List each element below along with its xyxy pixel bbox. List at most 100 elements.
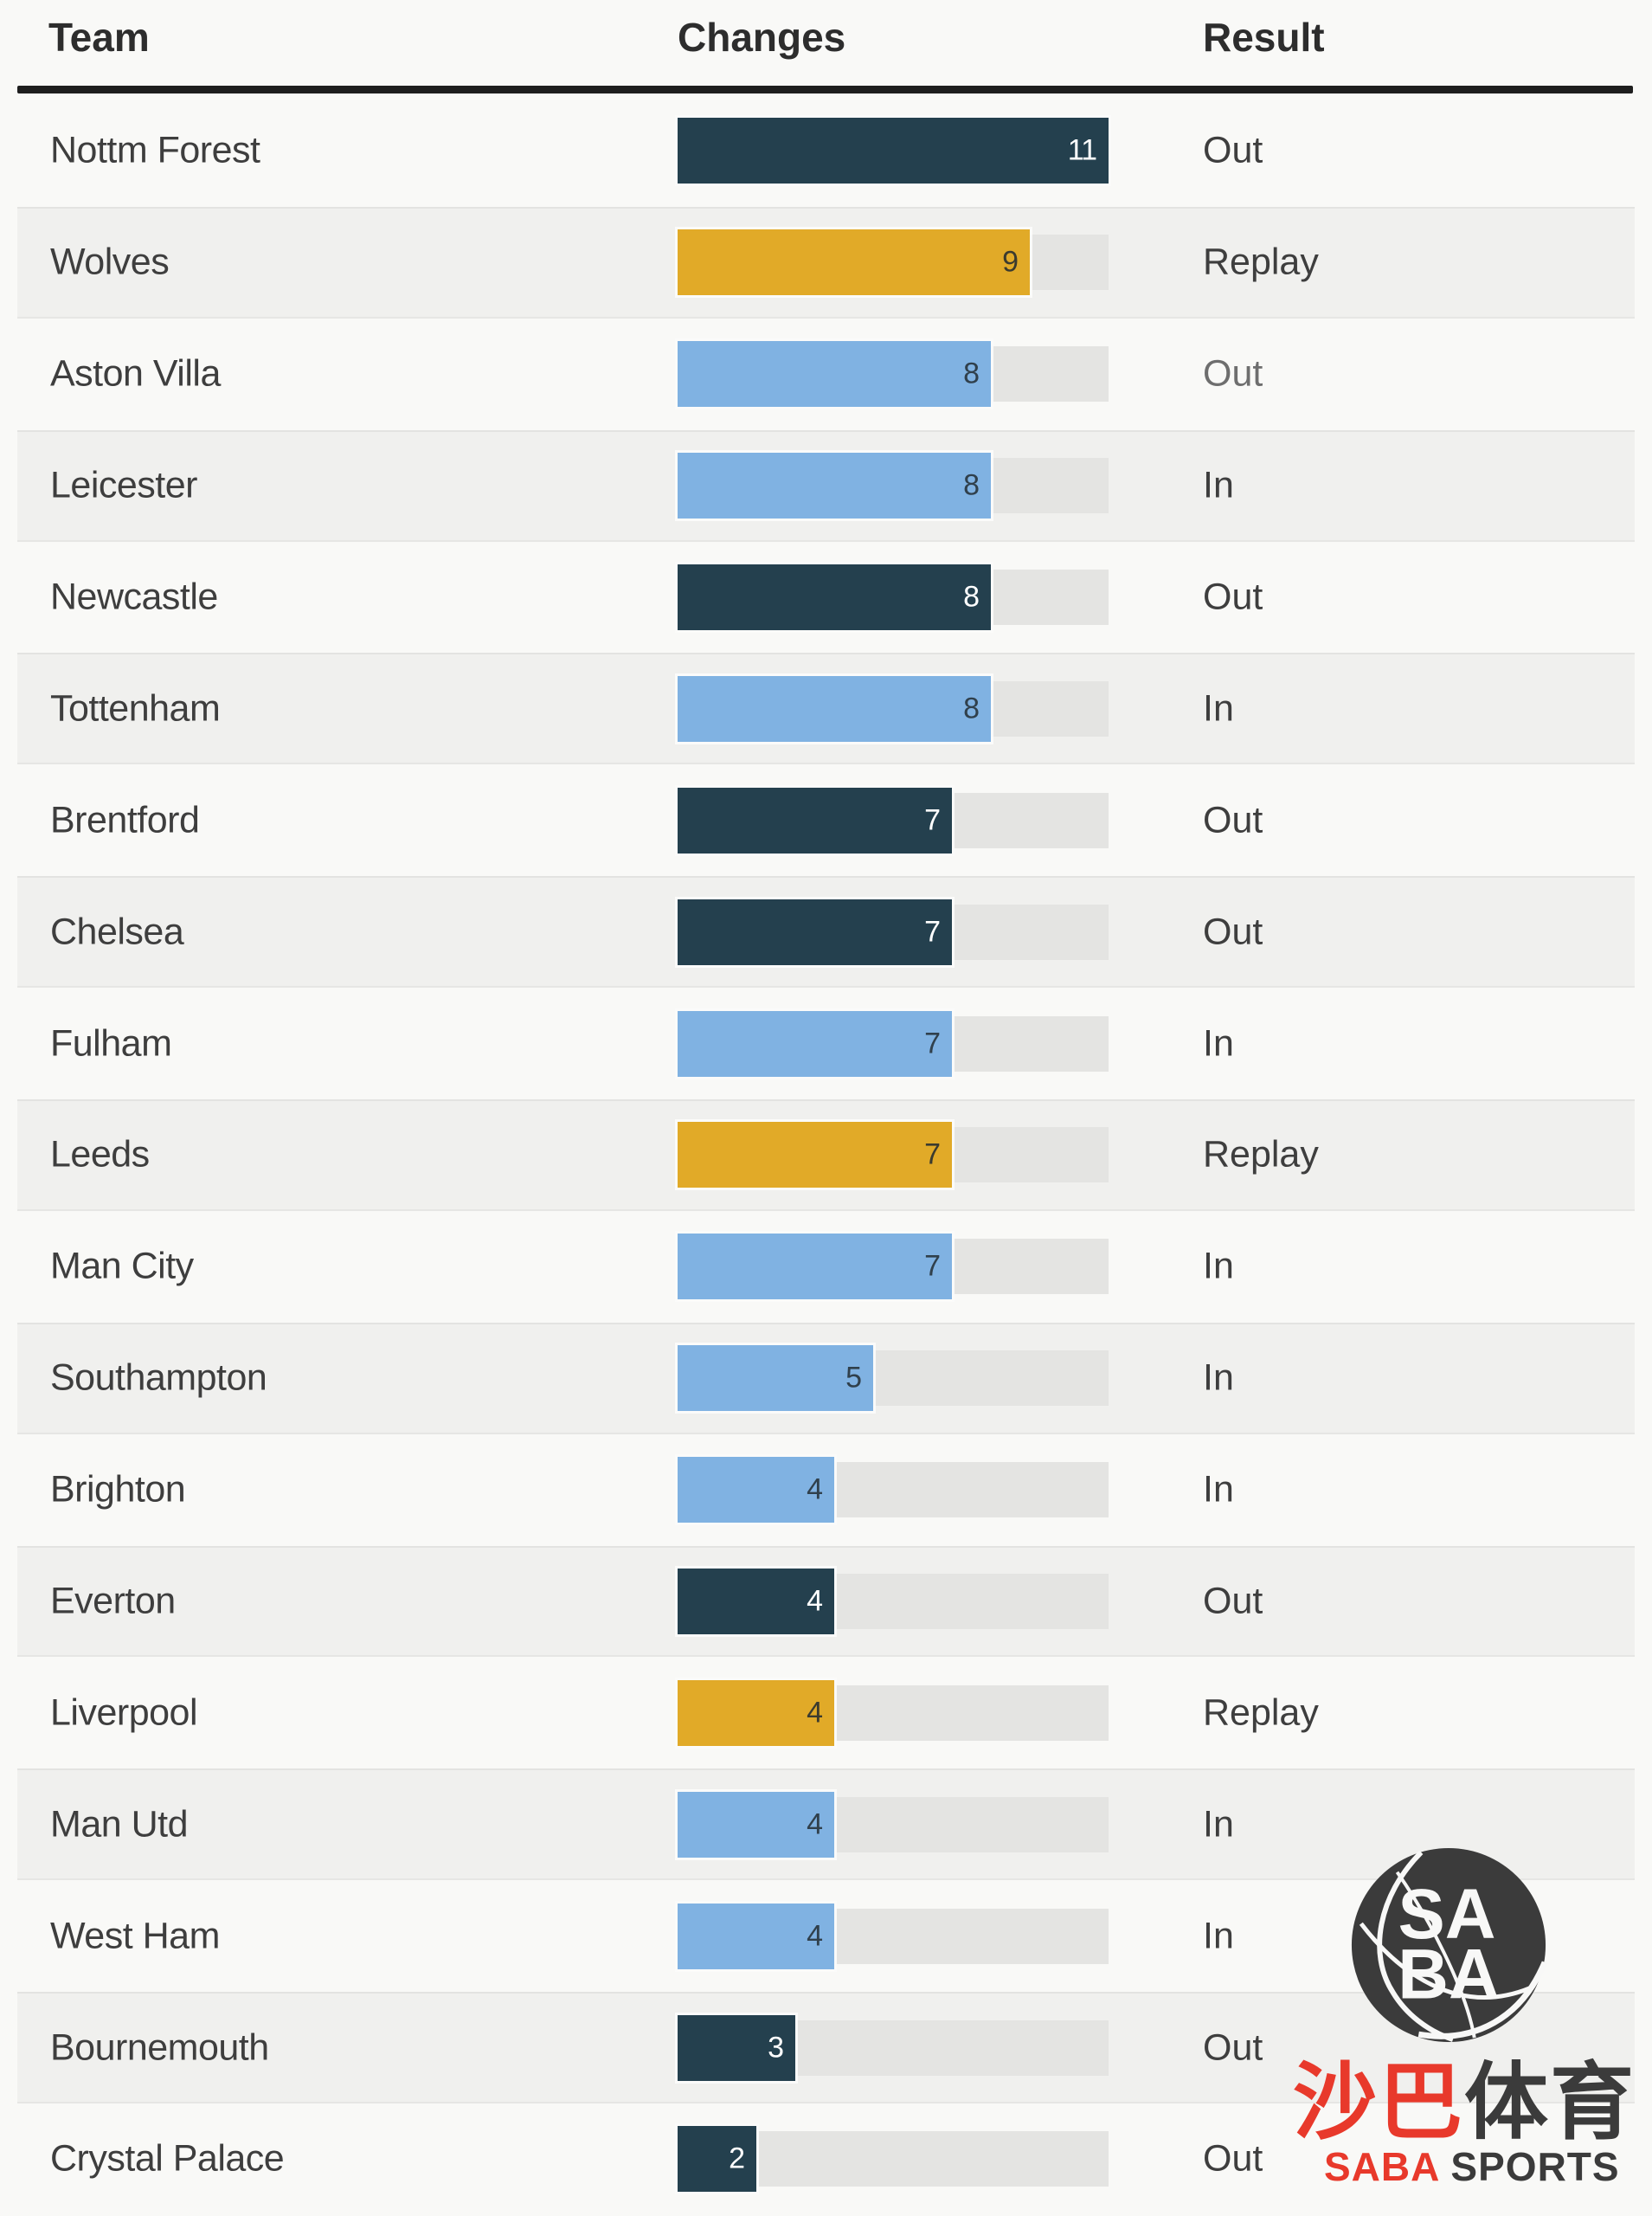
globe-text-sa: SA	[1398, 1875, 1496, 1954]
table-row: Fulham 7 In	[17, 988, 1635, 1099]
bar-value: 9	[1002, 245, 1019, 279]
result-label: Out	[1203, 1580, 1263, 1622]
table-row: Crystal Palace 2 Out	[17, 2103, 1635, 2215]
bar-value: 2	[729, 2142, 745, 2175]
team-label: Leeds	[50, 1133, 150, 1176]
column-header-result: Result	[1203, 15, 1325, 60]
changes-bar: 4	[678, 1569, 1109, 1635]
team-label: West Ham	[50, 1915, 220, 1957]
logo-latin-saba: SABA	[1324, 2144, 1439, 2189]
logo-chinese-saba: 沙巴	[1293, 2055, 1464, 2149]
team-label: Aston Villa	[50, 352, 221, 395]
changes-bar: 7	[678, 1010, 1109, 1077]
bar-value: 8	[963, 468, 980, 502]
team-label: Bournemouth	[50, 2026, 269, 2069]
bar-fill: 7	[678, 1122, 952, 1189]
column-header-team: Team	[48, 15, 150, 60]
bar-value: 5	[845, 1361, 862, 1395]
saba-sports-watermark: SA BA 沙巴体育 SABA SPORTS	[1289, 1842, 1636, 2199]
team-label: Liverpool	[50, 1691, 198, 1734]
table-row: Newcastle 8 Out	[17, 542, 1635, 654]
result-label: Out	[1203, 2026, 1263, 2069]
table-row: Man Utd 4 In	[17, 1768, 1635, 1881]
column-header-changes: Changes	[678, 15, 846, 60]
team-label: Everton	[50, 1580, 176, 1622]
changes-bar: 4	[678, 1791, 1109, 1858]
bar-fill: 4	[678, 1791, 834, 1858]
result-label: Replay	[1203, 241, 1319, 283]
table-row: Aston Villa 8 Out	[17, 319, 1635, 430]
changes-bar: 8	[678, 564, 1109, 630]
bar-value: 4	[807, 1584, 823, 1618]
changes-bar: 11	[678, 118, 1109, 184]
bar-value: 7	[924, 1137, 941, 1171]
result-label: Replay	[1203, 1133, 1319, 1176]
changes-bar: 7	[678, 1234, 1109, 1300]
table-row: Brentford 7 Out	[17, 764, 1635, 876]
table-row: West Ham 4 In	[17, 1880, 1635, 1992]
bar-value: 8	[963, 692, 980, 725]
team-changes-table: Nottm Forest 11 Out Wolves 9 Replay Asto…	[0, 95, 1652, 2215]
team-label: Brentford	[50, 799, 200, 841]
table-row: Chelsea 7 Out	[17, 876, 1635, 989]
changes-bar: 8	[678, 453, 1109, 519]
table-row: Tottenham 8 In	[17, 653, 1635, 765]
bar-fill: 11	[678, 118, 1109, 184]
bar-value: 7	[924, 1027, 941, 1060]
bar-value: 4	[807, 1472, 823, 1506]
table-row: Man City 7 In	[17, 1211, 1635, 1323]
team-label: Brighton	[50, 1468, 186, 1511]
bar-fill: 7	[678, 1010, 952, 1077]
result-label: In	[1203, 687, 1234, 730]
bar-fill: 8	[678, 453, 991, 519]
table-row: Southampton 5 In	[17, 1322, 1635, 1434]
team-label: Crystal Palace	[50, 2137, 285, 2180]
table-row: Liverpool 4 Replay	[17, 1657, 1635, 1768]
result-label: In	[1203, 1803, 1234, 1846]
bar-fill: 8	[678, 564, 991, 630]
result-label: Replay	[1203, 1691, 1319, 1734]
result-label: In	[1203, 1915, 1234, 1957]
result-label: Out	[1203, 129, 1263, 171]
result-label: In	[1203, 1245, 1234, 1287]
bar-fill: 3	[678, 2014, 795, 2081]
table-row: Wolves 9 Replay	[17, 206, 1635, 319]
saba-globe-icon: SA BA	[1351, 1847, 1548, 2043]
team-label: Fulham	[50, 1022, 172, 1065]
bar-fill: 8	[678, 341, 991, 408]
changes-bar: 7	[678, 787, 1109, 854]
changes-bar: 5	[678, 1345, 1109, 1412]
team-label: Nottm Forest	[50, 129, 260, 171]
result-label: In	[1203, 1356, 1234, 1399]
result-label: In	[1203, 464, 1234, 506]
table-row: Leeds 7 Replay	[17, 1099, 1635, 1211]
bar-fill: 4	[678, 1679, 834, 1746]
table-row: Everton 4 Out	[17, 1545, 1635, 1658]
bar-value: 11	[1067, 133, 1097, 167]
changes-bar: 8	[678, 341, 1109, 408]
bar-value: 4	[807, 1919, 823, 1953]
bar-value: 4	[807, 1807, 823, 1841]
bar-fill: 5	[678, 1345, 873, 1412]
result-label: Out	[1203, 352, 1263, 395]
team-label: Newcastle	[50, 576, 218, 618]
bar-fill: 4	[678, 1569, 834, 1635]
team-label: Southampton	[50, 1356, 267, 1399]
changes-bar: 7	[678, 899, 1109, 965]
bar-fill: 7	[678, 899, 952, 965]
bar-value: 7	[924, 1249, 941, 1283]
logo-chinese-text: 沙巴体育	[1293, 2060, 1636, 2144]
changes-bar: 4	[678, 1903, 1109, 1969]
changes-bar: 9	[678, 229, 1109, 296]
result-label: Out	[1203, 2137, 1263, 2180]
result-label: Out	[1203, 799, 1263, 841]
bar-fill: 7	[678, 1234, 952, 1300]
team-label: Man City	[50, 1245, 194, 1287]
logo-latin-text: SABA SPORTS	[1324, 2147, 1636, 2187]
logo-chinese-sports: 体育	[1464, 2055, 1636, 2149]
result-label: In	[1203, 1468, 1234, 1511]
bar-value: 7	[924, 803, 941, 837]
bar-fill: 8	[678, 675, 991, 742]
logo-latin-sports: SPORTS	[1450, 2144, 1620, 2189]
result-label: Out	[1203, 911, 1263, 953]
